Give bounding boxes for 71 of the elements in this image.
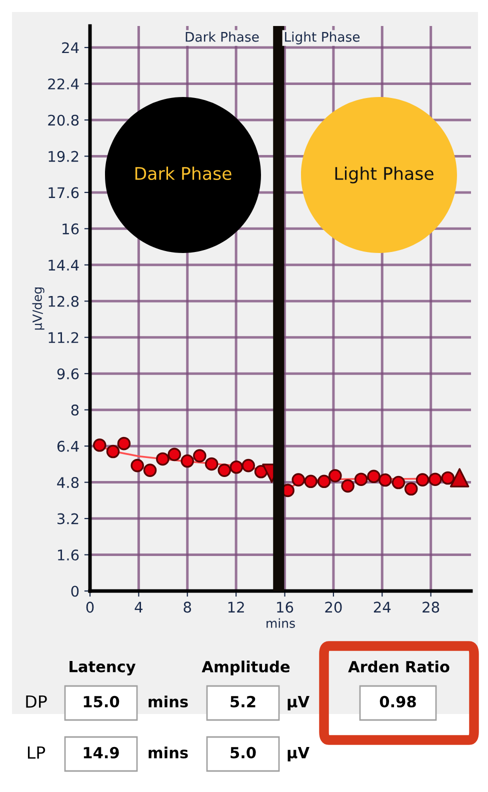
y-tick-label: 1.6 bbox=[58, 549, 79, 561]
y-tick-label: 22.4 bbox=[48, 78, 79, 90]
x-tick-label: 16 bbox=[277, 602, 294, 613]
x-tick-label: 8 bbox=[184, 602, 192, 613]
text: 14.9 bbox=[84, 746, 119, 758]
point bbox=[341, 479, 354, 493]
annotation: Light Phase bbox=[285, 32, 360, 44]
text: Amplitude bbox=[202, 660, 290, 676]
x-tick-label: 0 bbox=[86, 602, 94, 613]
y-axis-title: µV/deg bbox=[32, 288, 44, 330]
point bbox=[193, 449, 206, 462]
x-tick-label: 4 bbox=[134, 602, 143, 612]
y-tick-label: 19.2 bbox=[48, 150, 78, 162]
y-tick-label: 4.8 bbox=[57, 477, 79, 488]
point bbox=[156, 452, 170, 466]
x-tick-label: 28 bbox=[422, 602, 440, 613]
point bbox=[230, 460, 244, 474]
point bbox=[416, 473, 430, 486]
text: 5.2 bbox=[230, 696, 256, 708]
text: 0.98 bbox=[380, 696, 416, 708]
point bbox=[378, 473, 392, 487]
point bbox=[168, 448, 181, 462]
y-tick-label: 24 bbox=[62, 42, 79, 54]
point bbox=[92, 438, 106, 452]
point bbox=[130, 458, 144, 472]
point bbox=[117, 436, 131, 450]
y-tick-label: 14.4 bbox=[48, 260, 79, 270]
text: Arden Ratio bbox=[348, 660, 450, 672]
y-tick-label: 3.2 bbox=[58, 513, 78, 524]
annotation: Dark Phase bbox=[135, 166, 232, 180]
y-tick-label: 11.2 bbox=[48, 332, 78, 343]
x-tick-label: 12 bbox=[228, 602, 244, 612]
y-tick-label: 9.6 bbox=[57, 368, 79, 380]
point bbox=[428, 472, 442, 486]
y-tick-label: 8 bbox=[71, 404, 79, 416]
y-tick-label: 12.8 bbox=[48, 296, 79, 307]
point bbox=[304, 474, 318, 488]
annotation: Light Phase bbox=[335, 166, 434, 184]
point bbox=[441, 471, 455, 485]
point bbox=[392, 476, 406, 490]
text: 15.0 bbox=[84, 696, 120, 708]
point bbox=[143, 464, 157, 477]
annotation: Dark Phase bbox=[186, 32, 259, 42]
text: mins bbox=[148, 746, 188, 758]
text: mins bbox=[148, 696, 188, 708]
point bbox=[218, 464, 232, 477]
point bbox=[328, 469, 342, 482]
text: 5.0 bbox=[230, 746, 256, 758]
point bbox=[204, 457, 218, 471]
y-tick-label: 0 bbox=[71, 586, 79, 597]
text: DP bbox=[26, 695, 47, 708]
text: LP bbox=[28, 746, 46, 759]
y-tick-label: 17.6 bbox=[48, 187, 79, 198]
text: µV bbox=[288, 747, 310, 762]
y-tick-label: 20.8 bbox=[48, 114, 79, 126]
x-tick-label: 20 bbox=[325, 602, 342, 613]
point bbox=[450, 468, 470, 488]
x-tick-label: 24 bbox=[374, 602, 391, 612]
point bbox=[180, 454, 194, 468]
y-tick-label: 6.4 bbox=[57, 440, 79, 452]
point bbox=[317, 474, 331, 488]
text: µV bbox=[288, 696, 310, 710]
point bbox=[292, 473, 306, 486]
x-axis-title: mins bbox=[266, 618, 295, 628]
point bbox=[367, 470, 380, 484]
point bbox=[106, 444, 120, 458]
point bbox=[242, 458, 256, 472]
y-tick-label: 16 bbox=[62, 223, 79, 234]
text: Latency bbox=[70, 660, 136, 676]
point bbox=[404, 482, 418, 496]
point bbox=[354, 472, 368, 486]
